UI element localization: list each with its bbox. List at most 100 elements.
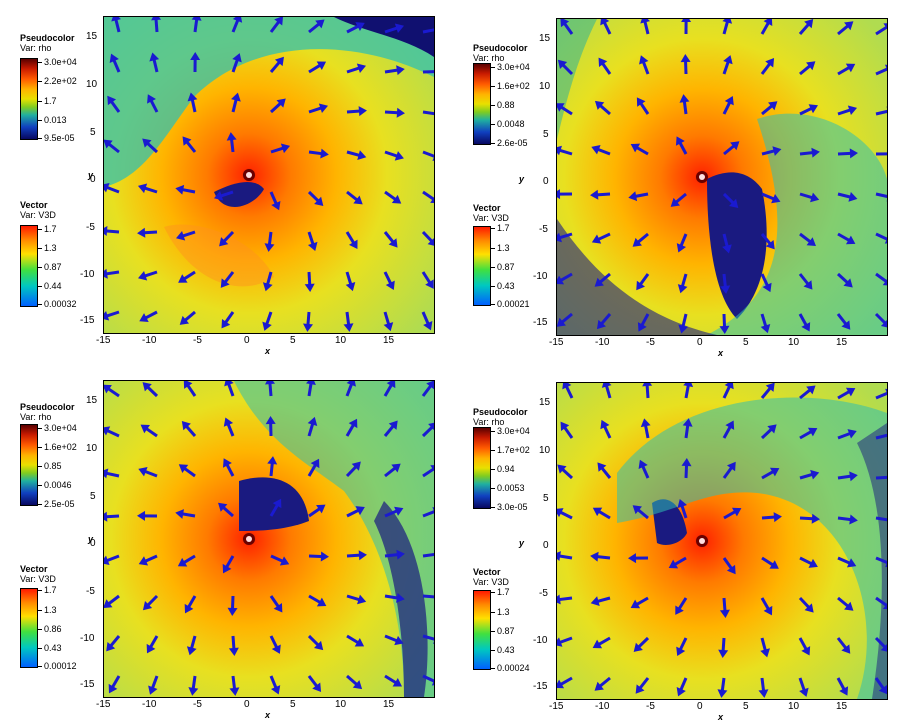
x-axis-label: x xyxy=(718,348,724,358)
panel-top-left: Pseudocolor Var: rho 3.0e+04 2.2e+02 1.7… xyxy=(0,0,462,363)
x-tick: -15 xyxy=(96,699,111,710)
x-tick: -10 xyxy=(142,335,157,346)
vector-colorbar xyxy=(473,226,491,306)
rho-tick: 2.2e+02 xyxy=(38,76,77,86)
rho-tick: 1.6e+02 xyxy=(38,442,77,452)
vector-tick: 1.7 xyxy=(38,585,57,595)
rho-colorbar xyxy=(20,58,38,140)
y-axis-label: y xyxy=(519,174,525,184)
vector-tick: 1.3 xyxy=(38,243,57,253)
legend: Pseudocolor Var: rho 3.0e+04 1.6e+02 0.8… xyxy=(0,364,100,727)
vector-var: Var: V3D xyxy=(20,210,56,220)
y-tick: -15 xyxy=(533,317,548,328)
rho-colorbar xyxy=(473,63,491,145)
pseudocolor-var: Var: rho xyxy=(20,43,52,53)
y-tick: 10 xyxy=(539,445,551,456)
pseudocolor-var: Var: rho xyxy=(20,412,52,422)
x-tick: -5 xyxy=(193,335,202,346)
y-tick: -10 xyxy=(533,635,548,646)
vector-var: Var: V3D xyxy=(20,574,56,584)
x-tick: 10 xyxy=(788,337,800,348)
y-tick: -5 xyxy=(86,586,95,597)
rho-tick: 3.0e+04 xyxy=(491,426,530,436)
x-tick: -15 xyxy=(96,335,111,346)
x-tick: -5 xyxy=(193,699,202,710)
x-axis-label: x xyxy=(718,712,724,722)
x-tick: 0 xyxy=(244,335,250,346)
y-tick: 0 xyxy=(90,174,96,185)
x-tick: 10 xyxy=(335,699,347,710)
legend: Pseudocolor Var: rho 3.0e+04 1.7e+02 0.9… xyxy=(453,364,553,727)
pseudocolor-title: Pseudocolor xyxy=(20,33,75,43)
x-tick: 0 xyxy=(697,337,703,348)
vector-tick: 0.87 xyxy=(491,262,515,272)
y-tick: 0 xyxy=(543,176,549,187)
rho-tick: 0.0048 xyxy=(491,119,525,129)
y-tick: -15 xyxy=(80,315,95,326)
x-tick: 15 xyxy=(383,699,395,710)
x-tick: 10 xyxy=(335,335,347,346)
x-tick: 0 xyxy=(244,699,250,710)
legend: Pseudocolor Var: rho 3.0e+04 1.6e+02 0.8… xyxy=(453,0,553,363)
rho-tick: 1.7e+02 xyxy=(491,445,530,455)
pseudocolor-var: Var: rho xyxy=(473,53,505,63)
y-tick: -5 xyxy=(86,222,95,233)
x-tick: 0 xyxy=(697,701,703,712)
x-tick: 15 xyxy=(836,337,848,348)
rho-colorbar xyxy=(20,424,38,506)
rho-tick: 0.88 xyxy=(491,100,515,110)
y-tick: -15 xyxy=(533,681,548,692)
y-tick: 5 xyxy=(90,491,96,502)
rho-tick: 1.6e+02 xyxy=(491,81,530,91)
legend: Pseudocolor Var: rho 3.0e+04 2.2e+02 1.7… xyxy=(0,0,100,363)
x-tick: -10 xyxy=(142,699,157,710)
vector-colorbar xyxy=(20,588,38,668)
y-axis-label: y xyxy=(88,534,94,544)
simulation-plot xyxy=(103,380,435,698)
y-tick: -5 xyxy=(539,588,548,599)
vector-tick: 0.00012 xyxy=(38,661,77,671)
vector-title: Vector xyxy=(473,567,501,577)
x-tick: 10 xyxy=(788,701,800,712)
rho-tick: 1.7 xyxy=(38,96,57,106)
x-axis-label: x xyxy=(265,710,271,720)
pseudocolor-title: Pseudocolor xyxy=(473,407,528,417)
y-tick: 15 xyxy=(86,395,98,406)
simulation-plot xyxy=(556,382,888,700)
panel-bottom-left: Pseudocolor Var: rho 3.0e+04 1.6e+02 0.8… xyxy=(0,364,462,727)
y-tick: 5 xyxy=(543,493,549,504)
y-tick: 5 xyxy=(90,127,96,138)
vector-tick: 0.43 xyxy=(491,281,515,291)
vector-tick: 0.43 xyxy=(38,643,62,653)
x-tick: 5 xyxy=(290,335,296,346)
y-tick: -5 xyxy=(539,224,548,235)
x-tick: -5 xyxy=(646,701,655,712)
y-tick: -10 xyxy=(80,633,95,644)
vector-var: Var: V3D xyxy=(473,213,509,223)
y-tick: 10 xyxy=(86,79,98,90)
vector-colorbar xyxy=(473,590,491,670)
y-tick: -15 xyxy=(80,679,95,690)
vector-tick: 1.3 xyxy=(491,243,510,253)
vector-tick: 0.43 xyxy=(491,645,515,655)
vector-title: Vector xyxy=(20,200,48,210)
vector-tick: 0.00024 xyxy=(491,663,530,673)
rho-colorbar xyxy=(473,427,491,509)
x-tick: 5 xyxy=(290,699,296,710)
pseudocolor-var: Var: rho xyxy=(473,417,505,427)
vector-var: Var: V3D xyxy=(473,577,509,587)
rho-tick: 3.0e+04 xyxy=(38,57,77,67)
y-tick: 5 xyxy=(543,129,549,140)
x-axis-label: x xyxy=(265,346,271,356)
x-tick: -15 xyxy=(549,701,564,712)
y-tick: 15 xyxy=(539,33,551,44)
vector-tick: 1.7 xyxy=(38,224,57,234)
rho-tick: 2.5e-05 xyxy=(38,499,75,509)
field-image xyxy=(104,381,434,697)
rho-tick: 2.6e-05 xyxy=(491,138,528,148)
vector-tick: 0.00021 xyxy=(491,299,530,309)
x-tick: 5 xyxy=(743,337,749,348)
field-image xyxy=(557,19,887,335)
y-tick: 15 xyxy=(539,397,551,408)
panel-top-right: Pseudocolor Var: rho 3.0e+04 1.6e+02 0.8… xyxy=(453,0,915,363)
